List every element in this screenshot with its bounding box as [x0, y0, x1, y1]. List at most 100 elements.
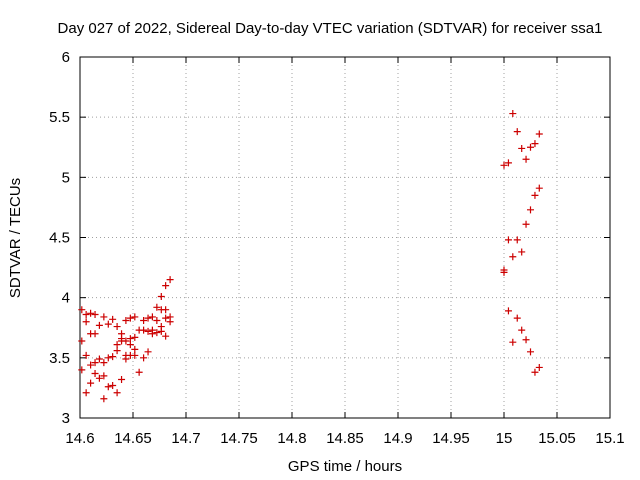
x-tick-label: 14.75 [220, 430, 258, 447]
data-point [535, 184, 543, 192]
data-point [500, 268, 508, 276]
x-tick-label: 14.85 [326, 430, 364, 447]
data-point [527, 348, 534, 356]
data-point [113, 389, 121, 397]
data-point [122, 337, 130, 345]
data-point [153, 303, 161, 311]
data-point [91, 369, 99, 377]
data-point [162, 306, 170, 314]
data-point [140, 354, 148, 362]
data-point [144, 327, 152, 335]
data-point [513, 128, 521, 136]
data-point [509, 253, 517, 261]
data-point [82, 311, 90, 319]
data-point [126, 314, 134, 322]
data-point [126, 335, 134, 343]
data-point [91, 311, 99, 319]
data-point [109, 353, 117, 361]
data-point [118, 375, 126, 383]
data-point [82, 318, 90, 326]
data-point [157, 327, 165, 335]
data-point [522, 336, 530, 344]
data-point [148, 313, 156, 321]
data-point [535, 363, 543, 371]
data-point [144, 314, 152, 322]
grid-lines [80, 57, 610, 418]
data-point [126, 341, 134, 349]
y-tick-labels: 3 3.5 4 4.5 5 5.5 6 [49, 49, 70, 427]
y-tick-label: 6 [62, 49, 70, 66]
x-tick-label: 14.9 [383, 430, 412, 447]
data-point [122, 355, 130, 363]
data-point [162, 332, 170, 340]
y-axis-label: SDTVAR / TECUs [7, 178, 24, 298]
data-point [522, 155, 530, 163]
data-point [91, 359, 99, 367]
x-tick-label: 14.65 [114, 430, 152, 447]
data-point [131, 313, 139, 321]
data-point [113, 323, 121, 331]
data-point [504, 159, 512, 167]
data-point [518, 248, 526, 256]
data-point [162, 282, 170, 290]
data-point [144, 348, 152, 356]
y-tick-label: 5 [62, 169, 70, 186]
x-tick-label: 14.6 [65, 430, 94, 447]
y-tick-label: 3 [62, 410, 70, 427]
data-point [148, 330, 156, 338]
data-point [100, 372, 108, 380]
data-point [122, 317, 130, 325]
data-point [109, 382, 117, 390]
data-points [78, 110, 543, 403]
data-point [104, 320, 112, 328]
x-axis-label: GPS time / hours [288, 458, 402, 475]
data-point [95, 374, 103, 382]
data-point [82, 389, 90, 397]
data-point [82, 351, 90, 359]
data-point [78, 306, 86, 314]
x-tick-label: 14.7 [171, 430, 200, 447]
data-point [518, 144, 526, 152]
data-point [500, 161, 508, 169]
data-point [535, 130, 543, 138]
data-point [513, 236, 521, 244]
data-point [153, 317, 161, 325]
x-tick-label: 14.8 [277, 430, 306, 447]
data-point [113, 341, 121, 349]
data-point [113, 347, 121, 355]
data-point [100, 313, 108, 321]
data-point [109, 315, 117, 323]
data-point [531, 140, 539, 148]
data-point [504, 307, 512, 315]
data-point [131, 351, 139, 359]
data-point [100, 395, 108, 403]
axis-ticks [79, 56, 611, 419]
data-point [78, 366, 86, 374]
data-point [504, 236, 512, 244]
data-point [531, 191, 539, 199]
y-tick-label: 4 [62, 290, 70, 307]
x-tick-label: 15 [496, 430, 513, 447]
data-point [87, 309, 95, 317]
data-point [87, 379, 95, 387]
data-point [100, 359, 108, 367]
data-point [135, 368, 143, 376]
data-point [166, 318, 174, 326]
data-point [509, 338, 517, 346]
data-point [166, 276, 174, 284]
data-point [527, 206, 534, 214]
data-point [522, 220, 530, 228]
y-tick-label: 4.5 [49, 230, 70, 247]
data-point [513, 314, 521, 322]
x-tick-labels: 14.6 14.65 14.7 14.75 14.8 14.85 14.9 14.95 15 15… [65, 430, 624, 447]
y-tick-label: 5.5 [49, 109, 70, 126]
data-point [91, 330, 99, 338]
data-point [78, 337, 86, 345]
x-tick-label: 15.1 [595, 430, 624, 447]
data-point [95, 355, 103, 363]
data-point [531, 368, 539, 376]
data-point [509, 110, 517, 118]
data-point [518, 326, 526, 334]
data-point [131, 333, 139, 341]
